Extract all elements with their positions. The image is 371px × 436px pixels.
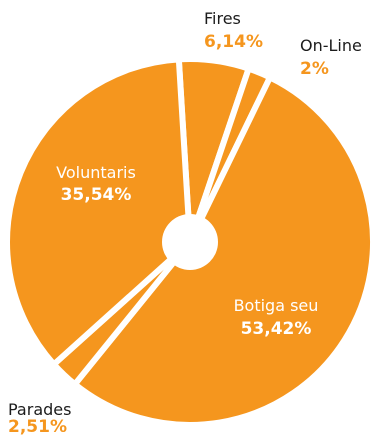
slice-value-parades: 2,51% [8,417,67,436]
donut-hole [162,214,218,270]
pie-slice-voluntaris [4,56,193,368]
slice-value-fires: 6,14% [204,32,263,52]
slice-value-botiga-seu: 53,42% [241,319,312,339]
slice-value-voluntaris: 35,54% [61,185,132,205]
pie-slice-botiga-seu [71,74,371,428]
slice-label-parades: Parades [8,400,71,419]
slice-label-botiga-seu: Botiga seu [234,296,319,315]
slice-label-on-line: On-Line [300,36,362,55]
slice-label-voluntaris: Voluntaris [56,163,136,182]
slice-label-fires: Fires [204,9,241,28]
slices-group [4,56,371,428]
slice-value-on-line: 2% [300,59,329,79]
